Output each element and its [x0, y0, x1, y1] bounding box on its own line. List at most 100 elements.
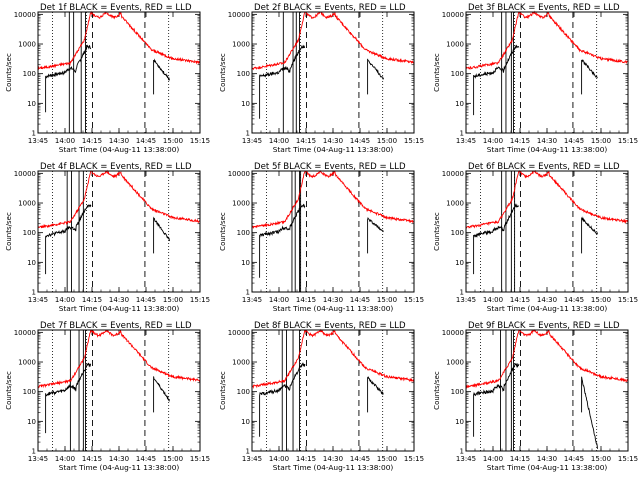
chart-panel-9f: Det 9f BLACK = Events, RED = LLD Counts/s… — [433, 321, 638, 472]
x-tick-label: 14:45 — [564, 455, 584, 463]
series-lld-line — [37, 10, 201, 70]
y-tick-label: 1000 — [18, 41, 36, 49]
x-tick-label: 14:30 — [109, 296, 129, 304]
y-tick-label: 100 — [451, 70, 464, 78]
x-tick-label: 14:30 — [323, 296, 343, 304]
x-tick-label: 14:45 — [350, 455, 370, 463]
x-tick-label: 15:15 — [404, 137, 424, 145]
series-events-line — [45, 44, 92, 113]
chart-title: Det 3f BLACK = Events, RED = LLD — [468, 3, 620, 13]
x-axis-label: Start Time (04-Aug-11 13:38:00) — [59, 463, 180, 472]
x-tick-label: 15:00 — [163, 455, 183, 463]
x-tick-label: 14:45 — [350, 296, 370, 304]
chart-title: Det 5f BLACK = Events, RED = LLD — [254, 162, 406, 172]
y-tick-label: 100 — [237, 70, 250, 78]
y-tick-label: 10 — [241, 418, 250, 426]
y-tick-label: 10 — [241, 100, 250, 108]
chart-panel-5f: Det 5f BLACK = Events, RED = LLD Counts/s… — [219, 162, 424, 313]
x-tick-label: 15:15 — [404, 296, 424, 304]
y-tick-label: 10 — [241, 259, 250, 267]
series-lld-line — [465, 169, 629, 230]
series-events-late-line — [581, 376, 598, 449]
x-tick-label: 14:15 — [296, 137, 316, 145]
x-axis-label: Start Time (04-Aug-11 13:38:00) — [59, 304, 180, 313]
x-tick-label: 15:15 — [190, 455, 210, 463]
x-tick-label: 14:15 — [82, 296, 102, 304]
x-axis-label: Start Time (04-Aug-11 13:38:00) — [273, 145, 394, 154]
y-tick-label: 1000 — [232, 359, 250, 367]
y-axis-label: Counts/sec — [219, 53, 227, 92]
series-events-line — [259, 362, 306, 437]
x-tick-label: 14:00 — [55, 137, 75, 145]
y-tick-label: 100 — [23, 388, 36, 396]
y-axis-label: Counts/sec — [5, 371, 13, 410]
series-events-late-line — [581, 216, 598, 254]
y-tick-label: 10 — [27, 259, 36, 267]
series-events-late-line — [367, 376, 384, 413]
x-tick-label: 14:00 — [483, 296, 503, 304]
x-tick-label: 14:30 — [323, 137, 343, 145]
series-lld-line — [37, 329, 201, 389]
x-tick-label: 14:15 — [510, 296, 530, 304]
y-tick-label: 10000 — [442, 329, 464, 337]
x-tick-label: 15:15 — [190, 137, 210, 145]
x-axis-label: Start Time (04-Aug-11 13:38:00) — [487, 304, 608, 313]
x-axis-label: Start Time (04-Aug-11 13:38:00) — [487, 145, 608, 154]
y-tick-label: 100 — [237, 229, 250, 237]
chart-panel-8f: Det 8f BLACK = Events, RED = LLD Counts/s… — [219, 321, 424, 472]
y-axis-label: Counts/sec — [5, 212, 13, 251]
series-events-late-line — [153, 216, 170, 254]
y-axis-label: Counts/sec — [219, 212, 227, 251]
x-tick-label: 14:15 — [510, 455, 530, 463]
series-lld-line — [465, 329, 629, 389]
x-tick-label: 14:00 — [55, 296, 75, 304]
series-events-late-line — [153, 376, 170, 413]
y-tick-label: 10000 — [14, 11, 36, 19]
plot-frame — [37, 11, 201, 134]
y-tick-label: 1000 — [446, 41, 464, 49]
x-tick-label: 15:15 — [618, 455, 638, 463]
series-events-line — [45, 362, 92, 434]
chart-title: Det 7f BLACK = Events, RED = LLD — [40, 321, 192, 331]
series-events-late-line — [153, 58, 170, 95]
x-tick-label: 13:45 — [28, 296, 48, 304]
y-axis-label: Counts/sec — [219, 371, 227, 410]
y-tick-label: 1 — [246, 448, 250, 456]
chart-panel-4f: Det 4f BLACK = Events, RED = LLD Counts/s… — [5, 162, 210, 313]
series-lld-line — [251, 11, 415, 71]
y-tick-label: 1000 — [232, 41, 250, 49]
y-tick-label: 1000 — [232, 200, 250, 208]
x-tick-label: 15:00 — [163, 296, 183, 304]
y-tick-label: 10000 — [14, 170, 36, 178]
y-tick-label: 1000 — [446, 359, 464, 367]
x-tick-label: 14:30 — [109, 455, 129, 463]
y-tick-label: 10000 — [228, 170, 250, 178]
chart-panel-2f: Det 2f BLACK = Events, RED = LLD Counts/s… — [219, 3, 424, 154]
y-tick-label: 1 — [246, 130, 250, 138]
x-tick-label: 15:15 — [618, 137, 638, 145]
y-tick-label: 1 — [460, 289, 464, 297]
y-tick-label: 10000 — [442, 170, 464, 178]
y-tick-label: 10000 — [14, 329, 36, 337]
x-tick-label: 13:45 — [456, 296, 476, 304]
x-tick-label: 13:45 — [242, 137, 262, 145]
plot-frame — [37, 329, 201, 452]
x-tick-label: 14:45 — [350, 137, 370, 145]
y-tick-label: 100 — [23, 229, 36, 237]
chart-title: Det 4f BLACK = Events, RED = LLD — [40, 162, 192, 172]
x-tick-label: 14:00 — [55, 455, 75, 463]
x-tick-label: 14:15 — [296, 455, 316, 463]
x-tick-label: 14:30 — [323, 455, 343, 463]
y-tick-label: 1 — [32, 289, 36, 297]
x-tick-label: 13:45 — [28, 455, 48, 463]
x-tick-label: 14:15 — [82, 137, 102, 145]
chart-panel-6f: Det 6f BLACK = Events, RED = LLD Counts/s… — [433, 162, 638, 313]
series-lld-line — [37, 169, 201, 229]
x-tick-label: 13:45 — [456, 455, 476, 463]
x-tick-label: 15:15 — [404, 455, 424, 463]
series-events-line — [473, 362, 520, 437]
y-tick-label: 1 — [246, 289, 250, 297]
chart-title: Det 9f BLACK = Events, RED = LLD — [468, 321, 620, 331]
series-events-line — [45, 204, 92, 275]
